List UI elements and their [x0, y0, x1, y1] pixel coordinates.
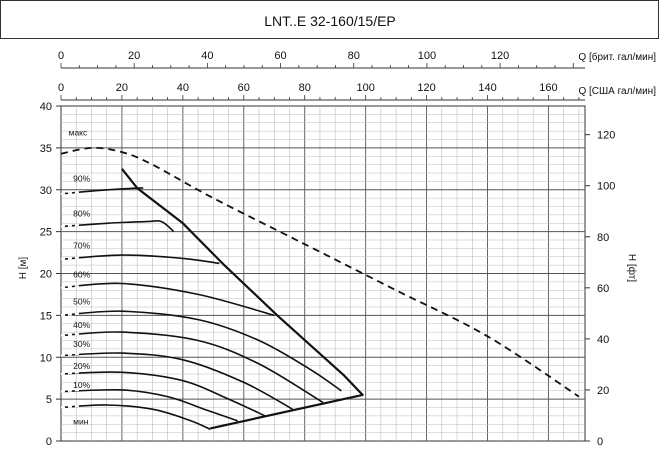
y-right-tick-label: 120	[597, 130, 615, 142]
speed-curve	[60, 310, 342, 392]
operating-envelope	[121, 168, 364, 430]
curve-label: мин	[73, 416, 89, 426]
speed-curve	[60, 254, 220, 265]
y-left-tick-label: 20	[40, 269, 52, 281]
y-left-tick-label: 15	[40, 310, 52, 322]
x-top-axis-label: Q [брит. гал/мин]	[578, 51, 656, 63]
speed-curve	[60, 404, 211, 431]
curve-label: 20%	[73, 361, 90, 371]
x-bottom-tick-label: 140	[478, 82, 496, 94]
curve-label: 50%	[73, 296, 90, 306]
x-top-tick-label: 20	[128, 50, 140, 62]
curve-labels: макс 90% 80% 70% 60% 50% 40% 30% 20% 10% мин	[69, 127, 91, 426]
max-curve	[60, 146, 580, 398]
grid	[61, 106, 585, 441]
x-bottom-tick-label: 80	[299, 82, 311, 94]
curve-label: 10%	[73, 380, 90, 390]
speed-curve-dash-gap	[60, 312, 80, 317]
speed-curve-dash-gap	[60, 223, 80, 228]
x-bottom-tick-label: 100	[356, 82, 374, 94]
x-top-tick-label: 0	[58, 50, 64, 62]
curve-label: 70%	[73, 240, 90, 250]
curve-label: 80%	[73, 209, 90, 219]
y-left-tick-label: 10	[40, 352, 52, 364]
x-top-tick-label: 120	[491, 50, 509, 62]
speed-curve-dash-gap	[60, 332, 80, 337]
curve-label: 40%	[73, 320, 90, 330]
x-bottom-tick-label: 120	[417, 82, 435, 94]
speed-curve	[60, 219, 175, 233]
speed-curve	[60, 331, 324, 404]
y-right-tick-label: 20	[597, 385, 609, 397]
x-top-tick-label: 100	[418, 50, 436, 62]
speed-curve	[60, 371, 266, 417]
y-right-tick-label: 80	[597, 232, 609, 244]
speed-curve	[60, 388, 238, 422]
x-bottom-tick-label: 40	[177, 82, 189, 94]
speed-curve-dash-gap	[60, 256, 80, 261]
x-top-tick-label: 40	[201, 50, 213, 62]
curves	[60, 146, 580, 431]
curve-label: 60%	[73, 270, 90, 280]
title-box	[0, 0, 659, 39]
x-bottom-tick-label: 60	[238, 82, 250, 94]
x-top-tick-label: 80	[348, 50, 360, 62]
x-top-tick-label: 60	[274, 50, 286, 62]
y-right-tick-label: 0	[597, 436, 603, 448]
y-left-tick-label: 40	[40, 101, 52, 113]
x-bottom-tick-label: 20	[116, 82, 128, 94]
y-left-tick-label: 35	[40, 143, 52, 155]
curve-label: 30%	[73, 339, 90, 349]
y-left-tick-label: 5	[46, 394, 52, 406]
y-left-tick-label: 25	[40, 227, 52, 239]
x-bottom-tick-label: 0	[58, 82, 64, 94]
speed-curve-dash-gap	[60, 352, 80, 357]
curve-label: 90%	[73, 173, 90, 183]
curve-label: макс	[69, 127, 88, 137]
speed-curve-dash-gap	[60, 371, 80, 375]
speed-curve-dash-gap	[60, 404, 80, 409]
x-bottom-axis-label: Q [США гал/мин]	[578, 86, 656, 97]
y-right-tick-label: 100	[597, 181, 615, 193]
speed-curve-dash-gap	[60, 388, 80, 393]
x-bottom-tick-label: 160	[539, 82, 557, 94]
y-left-tick-label: 30	[40, 185, 52, 197]
speed-curve-dash-gap	[60, 285, 80, 289]
y-right-tick-label: 40	[597, 334, 609, 346]
speed-curve	[60, 352, 293, 410]
y-left-tick-label: 0	[46, 436, 52, 448]
y-left-axis-label: H [м]	[18, 257, 29, 280]
speed-curve	[60, 282, 275, 317]
chart-title: LNT..E 32-160/15/EP	[264, 13, 396, 29]
y-right-tick-label: 60	[597, 283, 609, 295]
y-right-axis-label: H [фт]	[626, 254, 638, 282]
axes: 0 5 10 15 20 25 30 35 40 0 20 40 60 80 100 120 0 20 40 60 80…	[40, 50, 616, 448]
speed-curve-dash-gap	[60, 191, 80, 195]
